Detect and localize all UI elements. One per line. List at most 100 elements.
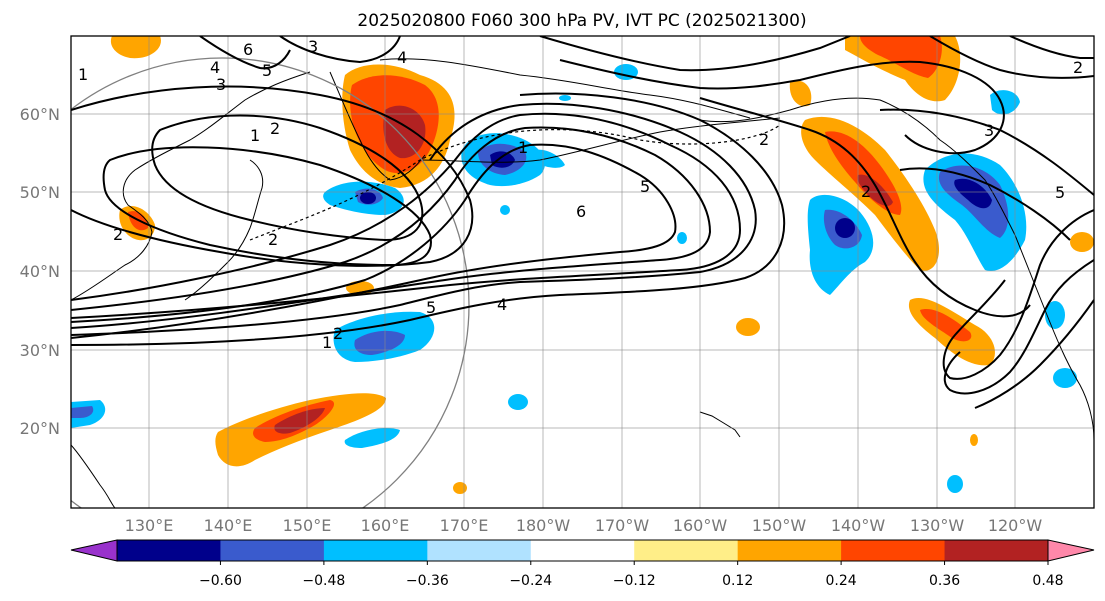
hawaii-islands [699,411,741,438]
map-panel: 6 5 4 3 2 1 3 2 1 2 2 1 6 5 2 3 5 5 4 2 … [70,35,1095,509]
dashed-trough-line [249,124,781,241]
lon-label: 130°E [125,516,174,535]
lon-label: 120°W [988,516,1043,535]
negative-anomaly-blob [500,205,510,215]
colorbar-tick-label: 0.48 [1032,573,1063,589]
pv-contour [943,259,1094,395]
map-frame [70,35,1095,509]
pv-contour [71,92,786,346]
pv-contour [199,36,291,70]
lon-label: 160°E [361,516,410,535]
contour-label: 1 [322,333,332,352]
colorbar-tick-label: −0.48 [302,573,345,589]
lon-label: 180°W [516,516,571,535]
region-circle [71,57,470,508]
lat-label: 20°N [20,419,60,438]
lon-label: 150°W [752,516,807,535]
positive-anomaly-gulf-alaska-peak [857,174,893,206]
positive-anomaly-blob [736,318,760,336]
colorbar-segment [71,540,117,561]
pv-contour [1009,36,1094,59]
lon-label: 170°W [595,516,650,535]
pv-contour [929,36,1094,79]
lon-label: 170°E [440,516,489,535]
negative-anomaly-central-pacific-core [354,330,405,355]
contour-label: 3 [308,37,318,56]
pv-contour [539,36,851,72]
contour-label: 2 [759,130,769,149]
lon-label: 160°W [673,516,728,535]
contour-label: 4 [397,48,407,67]
negative-anomaly-pacific-northwest-peak [954,178,992,209]
contour-label: 6 [243,40,253,59]
colorbar-segment [220,540,325,561]
lat-label: 40°N [20,262,60,281]
negative-anomaly-blob [947,475,963,493]
colorbar-segment [841,540,946,561]
pv-contour [879,108,1094,196]
contour-label: 2 [268,230,278,249]
pv-contour [279,36,401,64]
contour-label: 1 [250,126,260,145]
negative-anomaly-west-core [71,406,94,418]
pv-contour [151,114,424,242]
colorbar-segment [427,540,532,561]
contour-label: 3 [984,121,994,140]
colorbar-tick-label: −0.36 [406,573,449,589]
negative-anomaly-blob [508,394,528,410]
colorbar-segment [737,540,842,561]
contour-label: 4 [497,295,507,314]
colorbar-segment [530,540,635,561]
lon-label: 140°E [204,516,253,535]
pv-contour [974,299,1094,409]
colorbar-frame [116,539,1049,562]
contour-labels: 6 5 4 3 2 1 3 2 1 2 2 1 6 5 2 3 5 5 4 2 … [78,37,1083,352]
colorbar-segment [944,540,1049,561]
colorbar: −0.60 −0.48 −0.36 −0.24 −0.12 0.12 0.24 0.36 0.4… [70,539,1095,589]
pv-contour [71,85,474,267]
coastline-aleutians [419,117,781,163]
positive-anomaly-blob [970,434,978,446]
positive-anomaly-blob [453,482,467,494]
positive-anomaly-subtropical-peak [274,408,325,434]
pv-contour [71,143,677,339]
colorbar-tick-label: 0.12 [722,573,753,589]
positive-anomaly-california-core [920,309,972,342]
pv-contour [699,97,1031,318]
colorbar-tick-label: 0.36 [929,573,960,589]
colorbar-tick-label: −0.60 [199,573,242,589]
pv-contour [71,102,757,336]
negative-anomaly-bering-peak [490,151,515,168]
negative-anomaly-blob [559,95,571,101]
colorbar-segment [634,540,739,561]
shaded-anomalies [71,36,1094,494]
colorbar-segments [71,540,1094,561]
lat-label: 50°N [20,183,60,202]
contour-label: 2 [333,324,343,343]
negative-anomaly-subtropical [344,428,400,448]
lon-label: 130°W [910,516,965,535]
pv-contour [71,112,742,319]
coastline-siberia [379,58,751,119]
contour-label: 2 [1073,58,1083,77]
negative-anomaly-blob [677,232,687,244]
colorbar-segment [1048,540,1094,561]
contour-label: 1 [78,65,88,84]
contour-label: 6 [576,202,586,221]
contour-label: 2 [270,119,280,138]
coastline-asia [71,71,311,301]
coastline-kamchatka [329,71,426,181]
contour-label: 4 [210,58,220,77]
contour-label: 5 [426,298,436,317]
colorbar-tick-label: −0.12 [613,573,656,589]
pv-contour [899,167,1071,241]
positive-anomaly-top-right-core [860,36,942,78]
contour-label: 5 [640,177,650,196]
pv-contour [942,209,1094,380]
contour-label: 5 [262,61,272,80]
positive-anomaly-alaska-small [789,80,812,107]
pv-contours [71,36,1094,409]
map-title: 2025020800 F060 300 hPa PV, IVT PC (2025… [357,11,806,31]
colorbar-tick-label: 0.24 [826,573,857,589]
